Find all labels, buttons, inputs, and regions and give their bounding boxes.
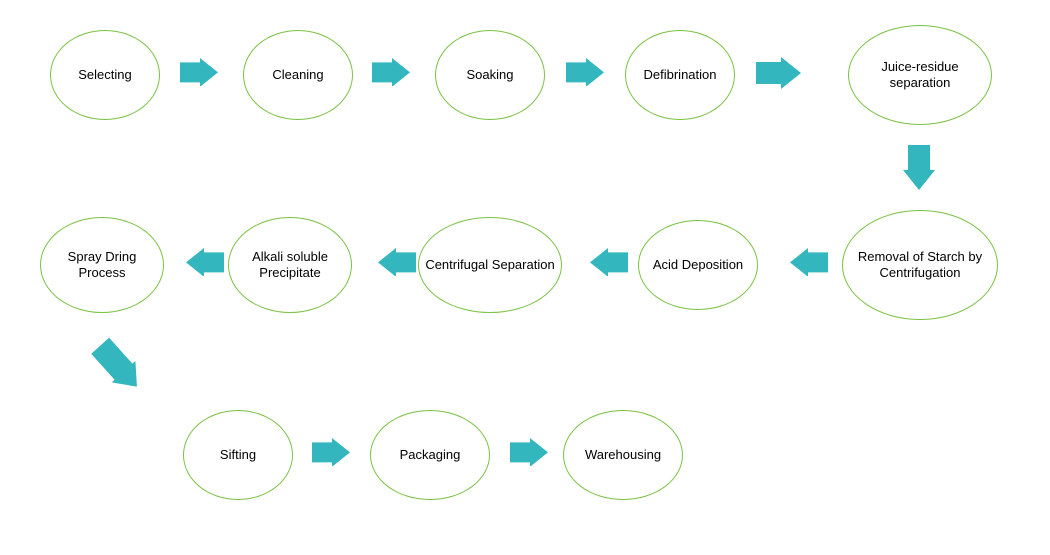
flow-node-n2: Cleaning (243, 30, 353, 120)
flow-arrow-a11 (312, 438, 350, 467)
flow-arrow-a3 (566, 58, 604, 87)
flow-arrow-a12 (510, 438, 548, 467)
flow-arrow-a8 (378, 248, 416, 277)
flow-node-label: Defibrination (644, 67, 717, 83)
flow-node-label: Warehousing (585, 447, 661, 463)
flow-arrow-a6 (790, 248, 828, 277)
flow-arrow-a9 (186, 248, 224, 277)
flow-node-label: Sifting (220, 447, 256, 463)
flow-node-n11: Sifting (183, 410, 293, 500)
flow-node-n8: Centrifugal Separation (418, 217, 562, 313)
flow-arrow-a10 (88, 335, 149, 397)
flow-node-label: Packaging (400, 447, 461, 463)
flow-node-n12: Packaging (370, 410, 490, 500)
flow-node-label: Alkali soluble Precipitate (233, 249, 347, 280)
flow-node-n5: Juice-residue separation (848, 25, 992, 125)
flow-node-label: Juice-residue separation (853, 59, 987, 90)
flow-node-n10: Spray Dring Process (40, 217, 164, 313)
flow-node-n13: Warehousing (563, 410, 683, 500)
flow-arrow-a4 (756, 57, 801, 89)
flow-node-label: Spray Dring Process (45, 249, 159, 280)
flow-node-label: Centrifugal Separation (425, 257, 554, 273)
flow-node-label: Acid Deposition (653, 257, 743, 273)
flow-node-label: Cleaning (272, 67, 323, 83)
flow-node-n9: Alkali soluble Precipitate (228, 217, 352, 313)
flow-node-n7: Acid Deposition (638, 220, 758, 310)
flow-node-label: Soaking (467, 67, 514, 83)
flow-node-label: Removal of Starch by Centrifugation (847, 249, 993, 280)
flow-node-n4: Defibrination (625, 30, 735, 120)
flow-arrow-a2 (372, 58, 410, 87)
flow-node-n3: Soaking (435, 30, 545, 120)
flow-node-n6: Removal of Starch by Centrifugation (842, 210, 998, 320)
flow-node-label: Selecting (78, 67, 131, 83)
flow-node-n1: Selecting (50, 30, 160, 120)
flow-arrow-a7 (590, 248, 628, 277)
flow-arrow-a1 (180, 58, 218, 87)
flow-arrow-a5 (903, 145, 935, 190)
